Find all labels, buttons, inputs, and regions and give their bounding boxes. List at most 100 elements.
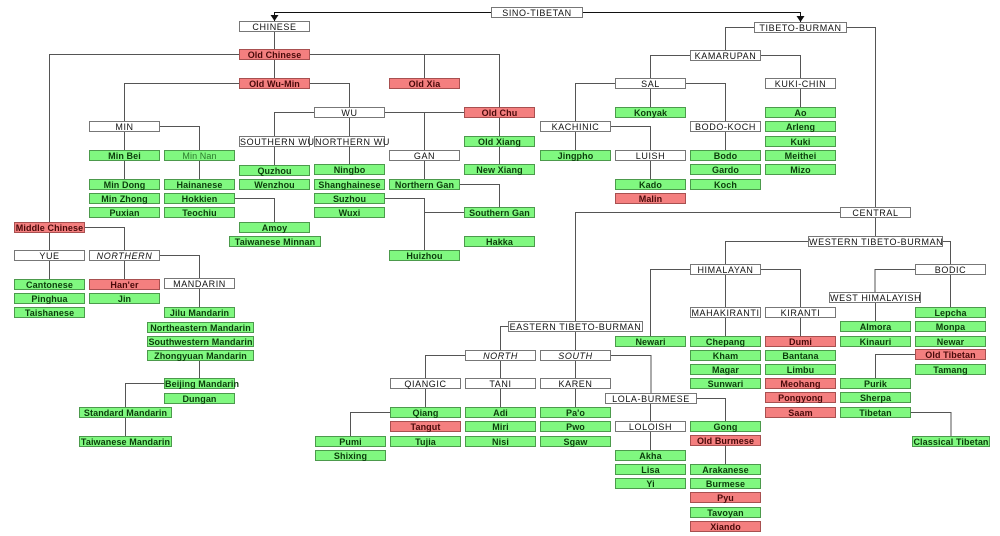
connector-lola-burmese-to-gong (697, 398, 726, 421)
node-meithei: Meithei (765, 150, 836, 161)
node-akha: Akha (615, 450, 686, 461)
connector-wu-to-southern-wu (274, 112, 314, 136)
node-karen: KAREN (540, 378, 611, 389)
connector-himalayan-to-kiranti (761, 269, 801, 307)
node-kinauri: Kinauri (840, 336, 911, 347)
node-dumi: Dumi (765, 336, 836, 347)
node-pinghua: Pinghua (14, 293, 85, 304)
connector-old-chinese-to-middle-chinese (49, 54, 239, 222)
node-gardo: Gardo (690, 164, 761, 175)
node-tavoyan: Tavoyan (690, 507, 761, 518)
node-nisi: Nisi (465, 436, 536, 447)
node-taishanese: Taishanese (14, 307, 85, 318)
node-meohang: Meohang (765, 378, 836, 389)
node-kado: Kado (615, 179, 686, 190)
node-loloish: LOLOISH (615, 421, 686, 432)
connector-old-wu-min-to-wu (310, 83, 350, 107)
node-classical-tibetan: Classical Tibetan (912, 436, 990, 447)
node-hokkien: Hokkien (164, 193, 235, 204)
node-gan: GAN (389, 150, 460, 161)
node-huizhou: Huizhou (389, 250, 460, 261)
connector-central-to-eastern-tb (575, 212, 840, 321)
node-jilu-mandarin: Jilu Mandarin (164, 307, 235, 318)
node-beijing-mandarin: Beijing Mandarin (164, 378, 240, 389)
node-zhongyuan-mandarin: Zhongyuan Mandarin (147, 350, 254, 361)
node-taiwanese-mandarin: Taiwanese Mandarin (79, 436, 172, 447)
node-haner: Han'er (89, 279, 160, 290)
connector-sal-to-kachinic (575, 83, 615, 121)
node-southwestern-mandarin: Southwestern Mandarin (147, 336, 254, 347)
node-kiranti: KIRANTI (765, 307, 836, 318)
node-sherpa: Sherpa (840, 392, 911, 403)
connector-middle-chinese-to-northern (85, 227, 125, 250)
connector-min-to-min-nan (160, 126, 200, 150)
connector-beijing-mandarin-to-standard-mandarin (125, 383, 164, 407)
connector-tibeto-burman-to-kamarupan (725, 27, 754, 50)
node-bodo: Bodo (690, 150, 761, 161)
node-ningbo: Ningbo (314, 164, 385, 175)
node-suzhou: Suzhou (314, 193, 385, 204)
node-old-xia: Old Xia (389, 78, 460, 89)
node-magar: Magar (690, 364, 761, 375)
node-wuxi: Wuxi (314, 207, 385, 218)
node-tamang: Tamang (915, 364, 986, 375)
node-xiando: Xiando (690, 521, 761, 532)
connector-northern-to-mandarin (160, 255, 200, 278)
node-old-xiang: Old Xiang (464, 136, 535, 147)
node-mizo: Mizo (765, 164, 836, 175)
node-chepang: Chepang (690, 336, 761, 347)
connector-tibetan-to-classical-tibetan (911, 412, 952, 436)
connector-western-tb-to-bodic (943, 241, 951, 264)
node-old-chu: Old Chu (464, 107, 535, 118)
node-eastern-tb: EASTERN TIBETO-BURMAN (508, 321, 643, 332)
node-yue: YUE (14, 250, 85, 261)
connector-south-to-lola-burmese (611, 355, 652, 393)
connector-sino-tibetan-to-chinese (270, 12, 491, 21)
node-pyu: Pyu (690, 492, 761, 503)
connector-qiang-to-pumi (350, 412, 390, 436)
node-newari: Newari (615, 336, 686, 347)
node-tani: TANI (465, 378, 536, 389)
node-min: MIN (89, 121, 160, 132)
node-koch: Koch (690, 179, 761, 190)
node-southern-wu: SOUTHERN WU (239, 136, 315, 147)
node-arakanese: Arakanese (690, 464, 761, 475)
node-old-chinese: Old Chinese (239, 49, 310, 60)
node-tujia: Tujia (390, 436, 461, 447)
connector-suzhou-to-huizhou (385, 198, 425, 250)
node-min-dong: Min Dong (89, 179, 160, 190)
node-arleng: Arleng (765, 121, 836, 132)
node-miri: Miri (465, 421, 536, 432)
node-lepcha: Lepcha (915, 307, 986, 318)
node-bodic: BODIC (915, 264, 986, 275)
node-burmese: Burmese (690, 478, 761, 489)
node-kuki: Kuki (765, 136, 836, 147)
connector-wu-to-gan (385, 112, 425, 150)
connector-old-wu-min-to-min (124, 83, 239, 121)
node-konyak: Konyak (615, 107, 686, 118)
node-limbu: Limbu (765, 364, 836, 375)
node-pwo: Pwo (540, 421, 611, 432)
connector-western-tb-to-himalayan (725, 241, 808, 264)
node-shixing: Shixing (315, 450, 386, 461)
node-qiangic: QIANGIC (390, 378, 461, 389)
node-min-nan: Min Nan (164, 150, 235, 161)
connector-southern-gan-to-huizhou (424, 212, 464, 250)
node-south: SOUTH (540, 350, 611, 361)
node-dungan: Dungan (164, 393, 235, 404)
node-tangut: Tangut (390, 421, 461, 432)
connector-old-chinese-to-old-xia (310, 54, 425, 78)
node-sunwari: Sunwari (690, 378, 761, 389)
node-adi: Adi (465, 407, 536, 418)
node-himalayan: HIMALAYAN (690, 264, 761, 275)
node-northern-wu: NORTHERN WU (314, 136, 390, 147)
node-old-burmese: Old Burmese (690, 435, 761, 446)
connector-himalayan-to-newari (650, 269, 690, 336)
node-bantana: Bantana (765, 350, 836, 361)
connector-sal-to-bodo-koch (686, 83, 726, 121)
node-taiwanese-minnan: Taiwanese Minnan (229, 236, 321, 247)
node-middle-chinese: Middle Chinese (14, 222, 85, 233)
node-tibetan: Tibetan (840, 407, 911, 418)
connector-kamarupan-to-kuki-chin (761, 55, 801, 78)
